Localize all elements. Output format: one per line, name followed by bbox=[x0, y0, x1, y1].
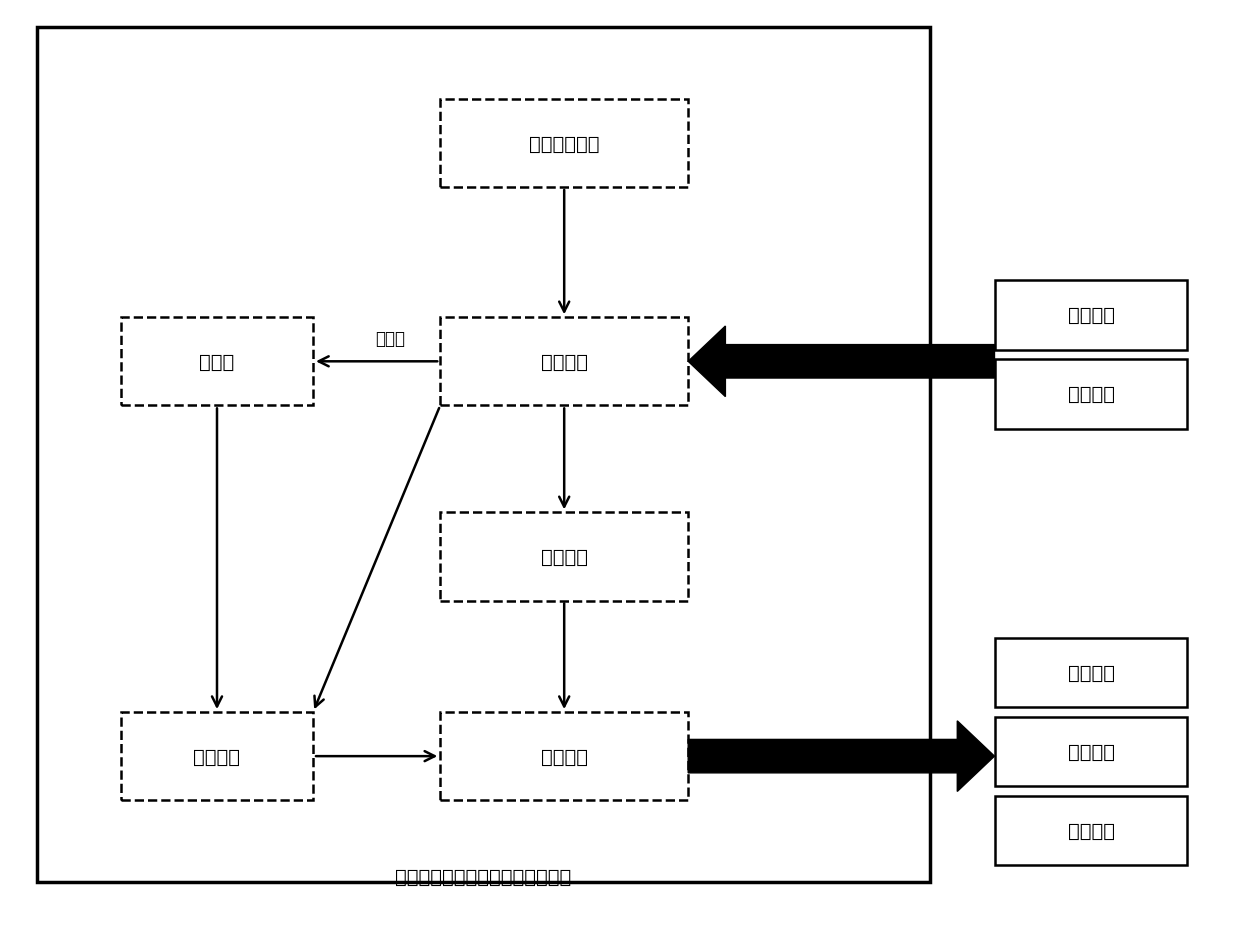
Polygon shape bbox=[688, 327, 994, 397]
FancyBboxPatch shape bbox=[440, 100, 688, 187]
Text: 数据采集模块: 数据采集模块 bbox=[529, 135, 599, 153]
FancyBboxPatch shape bbox=[994, 280, 1188, 350]
FancyBboxPatch shape bbox=[994, 716, 1188, 787]
FancyBboxPatch shape bbox=[120, 317, 312, 406]
FancyBboxPatch shape bbox=[994, 638, 1188, 707]
FancyBboxPatch shape bbox=[37, 28, 930, 882]
FancyBboxPatch shape bbox=[994, 795, 1188, 865]
Text: 检验报告: 检验报告 bbox=[1068, 821, 1115, 840]
Polygon shape bbox=[688, 721, 994, 792]
Text: 输入模块: 输入模块 bbox=[541, 353, 588, 371]
Text: 图形模块: 图形模块 bbox=[541, 548, 588, 566]
Text: 检验方案: 检验方案 bbox=[1068, 664, 1115, 682]
FancyBboxPatch shape bbox=[440, 512, 688, 601]
FancyBboxPatch shape bbox=[440, 317, 688, 406]
Text: 输出模块: 输出模块 bbox=[541, 747, 588, 766]
Text: 检验信息: 检验信息 bbox=[1068, 306, 1115, 325]
FancyBboxPatch shape bbox=[994, 360, 1188, 429]
Text: 逻辑判断: 逻辑判断 bbox=[193, 747, 241, 766]
Text: 调用。: 调用。 bbox=[376, 330, 405, 348]
Text: 数据库: 数据库 bbox=[200, 353, 234, 371]
FancyBboxPatch shape bbox=[440, 713, 688, 800]
Text: 压力容器定期检验智能辅助系统。: 压力容器定期检验智能辅助系统。 bbox=[396, 868, 572, 886]
Text: 检验数据: 检验数据 bbox=[1068, 385, 1115, 404]
FancyBboxPatch shape bbox=[120, 713, 312, 800]
Text: 检验记录: 检验记录 bbox=[1068, 742, 1115, 761]
